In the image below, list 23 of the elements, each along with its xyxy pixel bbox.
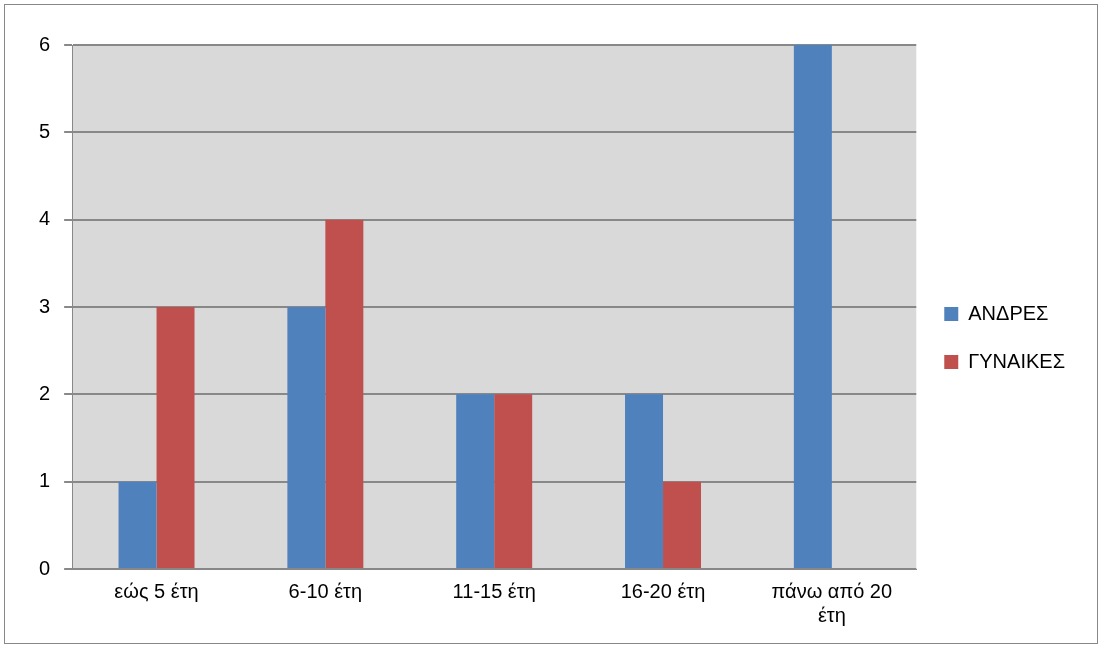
bar	[287, 307, 326, 568]
x-tick-label: 11-15 έτη	[452, 579, 536, 602]
bar	[118, 481, 157, 568]
bar	[325, 219, 364, 568]
bar	[494, 394, 533, 568]
x-tick-label: πάνω από 20 έτη	[771, 579, 893, 626]
y-tick-label: 2	[39, 381, 51, 404]
legend-label: ΓΥΝΑΙΚΕΣ	[968, 349, 1066, 372]
y-tick-label: 3	[39, 294, 51, 317]
bar	[663, 481, 702, 568]
x-tick-label: εώς 5 έτη	[114, 579, 199, 602]
y-tick-label: 5	[39, 119, 51, 142]
x-tick-label: 16-20 έτη	[620, 579, 706, 602]
y-tick-label: 0	[39, 556, 51, 579]
y-tick-label: 6	[39, 32, 51, 55]
bar	[793, 45, 832, 568]
legend-label: ΑΝΔΡΕΣ	[968, 301, 1049, 324]
bar	[156, 307, 195, 568]
y-tick-label: 1	[39, 469, 51, 492]
y-tick-label: 4	[39, 207, 51, 230]
bar	[625, 394, 664, 568]
bar	[456, 394, 495, 568]
x-tick-label: 6-10 έτη	[288, 579, 363, 602]
